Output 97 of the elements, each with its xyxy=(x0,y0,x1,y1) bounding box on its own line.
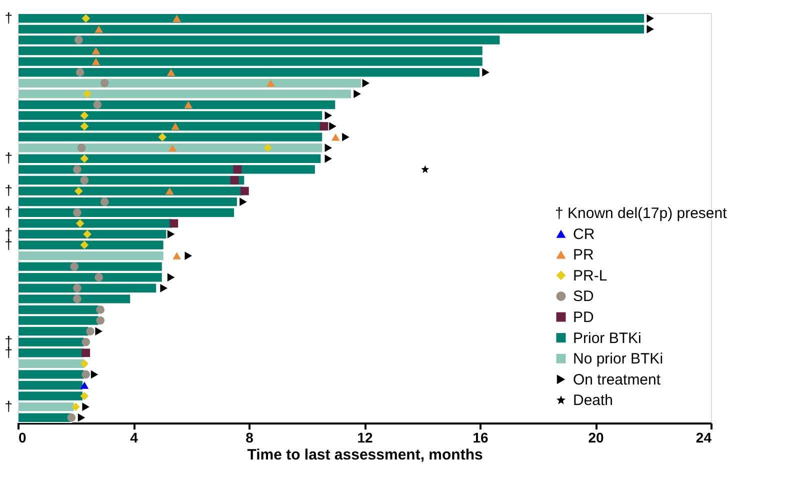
point xyxy=(331,133,340,141)
point xyxy=(240,198,247,206)
point xyxy=(80,122,89,130)
annotation: † Known del(17p) present xyxy=(555,205,728,222)
point xyxy=(92,47,100,54)
point xyxy=(646,14,654,23)
point xyxy=(354,90,361,98)
point xyxy=(80,111,89,120)
point xyxy=(83,90,92,98)
point xyxy=(76,219,84,228)
point xyxy=(172,14,181,22)
point xyxy=(74,186,83,196)
legend-label: On treatment xyxy=(573,371,662,388)
point xyxy=(324,111,332,120)
y-tick-label: † xyxy=(4,182,12,198)
point xyxy=(82,348,90,358)
point xyxy=(230,176,239,184)
point xyxy=(80,154,89,163)
point xyxy=(77,144,86,152)
point xyxy=(266,80,275,87)
x-tick-label: 20 xyxy=(588,430,604,446)
point xyxy=(646,25,654,34)
point xyxy=(86,327,94,336)
point xyxy=(96,316,104,325)
point xyxy=(93,100,102,109)
point xyxy=(80,382,89,389)
point xyxy=(72,402,80,411)
point xyxy=(73,284,82,292)
point xyxy=(95,327,102,336)
legend-label: Death xyxy=(573,392,614,410)
point xyxy=(168,144,177,152)
point xyxy=(83,230,92,238)
point xyxy=(73,165,82,174)
point xyxy=(94,273,104,282)
point xyxy=(320,122,328,130)
point xyxy=(73,208,82,217)
point xyxy=(82,338,90,346)
point xyxy=(170,219,178,228)
point xyxy=(80,176,89,184)
point xyxy=(96,306,104,314)
point xyxy=(421,165,430,174)
point xyxy=(482,68,490,77)
legend-label: PR xyxy=(573,246,594,264)
legend-label: PR-L xyxy=(573,267,608,284)
point xyxy=(240,186,249,196)
x-tick-label: 24 xyxy=(696,430,712,446)
point xyxy=(74,36,83,44)
x-tick-label: 8 xyxy=(246,430,254,446)
point xyxy=(76,68,84,77)
point xyxy=(166,68,176,76)
y-tick-label: † xyxy=(4,9,12,26)
point xyxy=(78,413,86,422)
point xyxy=(82,370,90,379)
point xyxy=(167,230,175,238)
y-tick-label: † xyxy=(4,398,12,414)
legend-label: Prior BTKi xyxy=(573,330,642,347)
point xyxy=(92,58,100,66)
point xyxy=(324,154,332,163)
x-tick-label: 16 xyxy=(472,430,488,446)
point xyxy=(82,14,90,23)
point xyxy=(80,392,89,400)
y-tick-label: † xyxy=(4,204,12,220)
point xyxy=(167,273,175,282)
point xyxy=(172,252,181,260)
point xyxy=(80,240,89,250)
point xyxy=(160,284,168,292)
point xyxy=(184,101,193,108)
point xyxy=(342,132,350,142)
legend-label: CR xyxy=(573,226,595,243)
x-tick-label: 4 xyxy=(130,430,138,446)
point xyxy=(82,402,90,411)
x-axis-title: Time to last assessment, months xyxy=(247,446,483,464)
point xyxy=(165,187,174,195)
point xyxy=(171,122,180,130)
x-tick-label: 12 xyxy=(357,430,373,446)
point xyxy=(184,252,192,260)
legend-label: PD xyxy=(573,309,594,326)
point xyxy=(264,144,272,152)
x-tick-label: 0 xyxy=(18,430,26,446)
point xyxy=(158,132,167,142)
y-tick-label: † xyxy=(4,236,12,252)
point xyxy=(324,144,332,152)
point xyxy=(100,78,109,88)
point xyxy=(233,165,242,174)
point xyxy=(67,413,76,422)
y-tick-label: † xyxy=(4,344,12,360)
y-tick-label: † xyxy=(4,150,12,166)
point xyxy=(362,78,370,88)
point xyxy=(80,359,89,368)
point xyxy=(70,262,78,271)
point xyxy=(73,294,82,304)
point xyxy=(90,370,98,379)
point xyxy=(329,122,336,130)
point xyxy=(94,26,104,33)
legend-label: SD xyxy=(573,288,594,306)
point xyxy=(100,198,109,206)
legend-label: No prior BTKi xyxy=(573,350,664,368)
